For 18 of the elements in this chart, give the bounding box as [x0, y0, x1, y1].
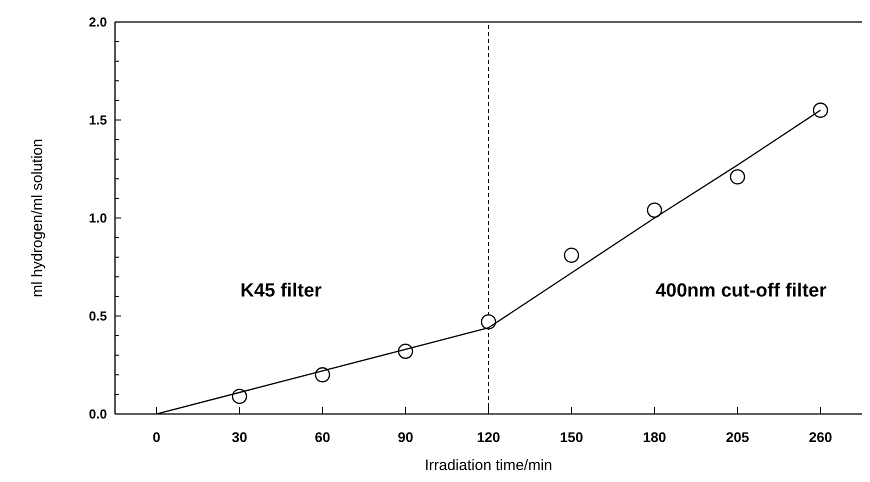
y-tick-label: 1.5: [88, 112, 107, 128]
y-tick-label: 0.0: [88, 406, 107, 422]
x-tick-label: 0: [152, 429, 161, 445]
y-tick-label: 2.0: [88, 14, 107, 30]
x-tick-label: 150: [560, 429, 584, 445]
x-tick-label: 60: [314, 429, 330, 445]
y-axis-title: ml hydrogen/ml solution: [29, 138, 46, 298]
x-tick-label: 205: [726, 429, 750, 445]
x-tick-label: 260: [808, 429, 832, 445]
x-tick-label: 120: [476, 429, 500, 445]
y-tick-label: 1.0: [88, 210, 107, 226]
annotation: 400nm cut-off filter: [655, 280, 828, 302]
x-tick-label: 30: [232, 429, 248, 445]
y-tick-label: 0.5: [88, 308, 107, 324]
annotation: K45 filter: [240, 280, 322, 302]
x-axis-title: Irradiation time/min: [424, 457, 552, 474]
x-tick-label: 90: [398, 429, 414, 445]
x-tick-label: 180: [642, 429, 666, 445]
